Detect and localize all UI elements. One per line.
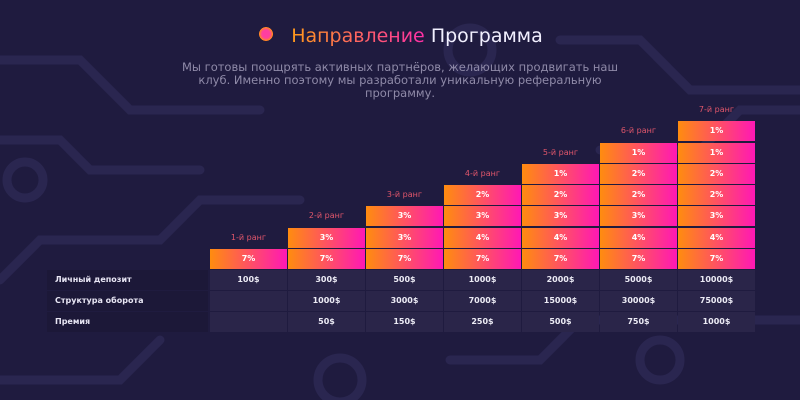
rank-level-cell: 4% [522, 227, 599, 248]
logo-icon [257, 26, 276, 41]
table-cell [210, 291, 287, 311]
table-cell: 250$ [444, 312, 521, 332]
rank-label: 3-й ранг [386, 190, 423, 200]
table-cell: 50$ [288, 312, 365, 332]
rank-level-cell: 7% [210, 249, 287, 269]
rank-level-cell: 3% [444, 206, 521, 227]
rank-level-cell: 2% [678, 163, 755, 184]
rank-level-cell: 2% [600, 163, 677, 184]
table-cell: 750$ [600, 312, 677, 332]
rank-level-cell: 7% [366, 249, 443, 269]
rank-level-cell: 1% [678, 121, 755, 142]
table-cell: 1000$ [678, 312, 755, 332]
page-title: Направление Программа [0, 25, 800, 47]
table-cell: 3000$ [366, 291, 443, 311]
table-cell: 5000$ [600, 270, 677, 290]
table-cell: 75000$ [678, 291, 755, 311]
rank-level-cell: 1% [600, 142, 677, 163]
table-row-label: Личный депозит [47, 270, 208, 290]
rank-level-cell: 4% [444, 227, 521, 248]
table-cell: 1000$ [444, 270, 521, 290]
rank-label: 1-й ранг [230, 232, 267, 242]
table-row-label: Структура оборота [47, 291, 208, 311]
table-row-label: Премия [47, 312, 208, 332]
table-cell: 500$ [522, 312, 599, 332]
rank-level-cell: 3% [678, 206, 755, 227]
rank-level-cell: 4% [600, 227, 677, 248]
rank-level-cell: 2% [522, 185, 599, 206]
rank-level-cell: 7% [678, 249, 755, 269]
description: Мы готовы поощрять активных партнёров, ж… [182, 60, 618, 100]
table-cell: 10000$ [678, 270, 755, 290]
rank-level-cell: 3% [522, 206, 599, 227]
table-cell: 15000$ [522, 291, 599, 311]
rank-level-cell: 1% [678, 142, 755, 163]
rank-label: 5-й ранг [542, 147, 579, 157]
table-cell: 30000$ [600, 291, 677, 311]
rank-label: 7-й ранг [698, 104, 735, 114]
rank-level-cell: 2% [600, 185, 677, 206]
table-cell: 500$ [366, 270, 443, 290]
table-cell: 1000$ [288, 291, 365, 311]
table-cell: 100$ [210, 270, 287, 290]
rank-label: 4-й ранг [464, 168, 501, 178]
table-cell: 300$ [288, 270, 365, 290]
rank-level-cell: 3% [366, 206, 443, 227]
rank-level-cell: 7% [522, 249, 599, 269]
rank-level-cell: 7% [288, 249, 365, 269]
table-cell: 7000$ [444, 291, 521, 311]
table-cell: 2000$ [522, 270, 599, 290]
rank-label: 2-й ранг [308, 211, 345, 221]
rank-level-cell: 1% [522, 163, 599, 184]
rank-level-cell: 2% [444, 185, 521, 206]
rank-level-cell: 4% [678, 227, 755, 248]
table-cell: 150$ [366, 312, 443, 332]
rank-label: 6-й ранг [620, 126, 657, 136]
rank-level-cell: 7% [444, 249, 521, 269]
rank-level-cell: 3% [366, 227, 443, 248]
rank-level-cell: 3% [288, 227, 365, 248]
rank-level-cell: 3% [600, 206, 677, 227]
table-cell [210, 312, 287, 332]
rank-level-cell: 7% [600, 249, 677, 269]
rank-level-cell: 2% [678, 185, 755, 206]
